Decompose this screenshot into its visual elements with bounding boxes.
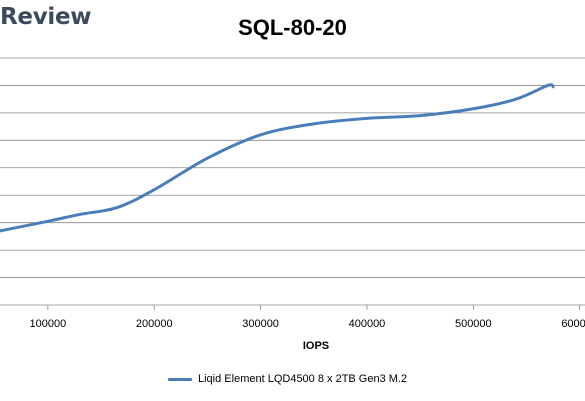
x-axis-title: IOPS: [303, 340, 329, 352]
legend-label: Liqid Element LQD4500 8 x 2TB Gen3 M.2: [198, 373, 408, 385]
x-tick-label: 400000: [349, 318, 386, 330]
legend-swatch: [168, 377, 192, 381]
series-line: [0, 83, 555, 233]
chart-title: SQL-80-20: [238, 15, 347, 40]
x-tick-label: 200000: [136, 318, 173, 330]
x-tick-label: 500000: [455, 318, 492, 330]
x-axis-tick-labels: 100000 200000 300000 400000 500000 600000: [30, 305, 585, 330]
series-lines: [0, 83, 555, 233]
x-tick-label: 600000: [561, 318, 585, 330]
x-tick-label: 100000: [30, 318, 67, 330]
gridlines: [0, 57, 585, 306]
x-tick-label: 300000: [242, 318, 279, 330]
brand-logo-text: Review: [0, 4, 92, 30]
legend: Liqid Element LQD4500 8 x 2TB Gen3 M.2: [168, 372, 407, 386]
